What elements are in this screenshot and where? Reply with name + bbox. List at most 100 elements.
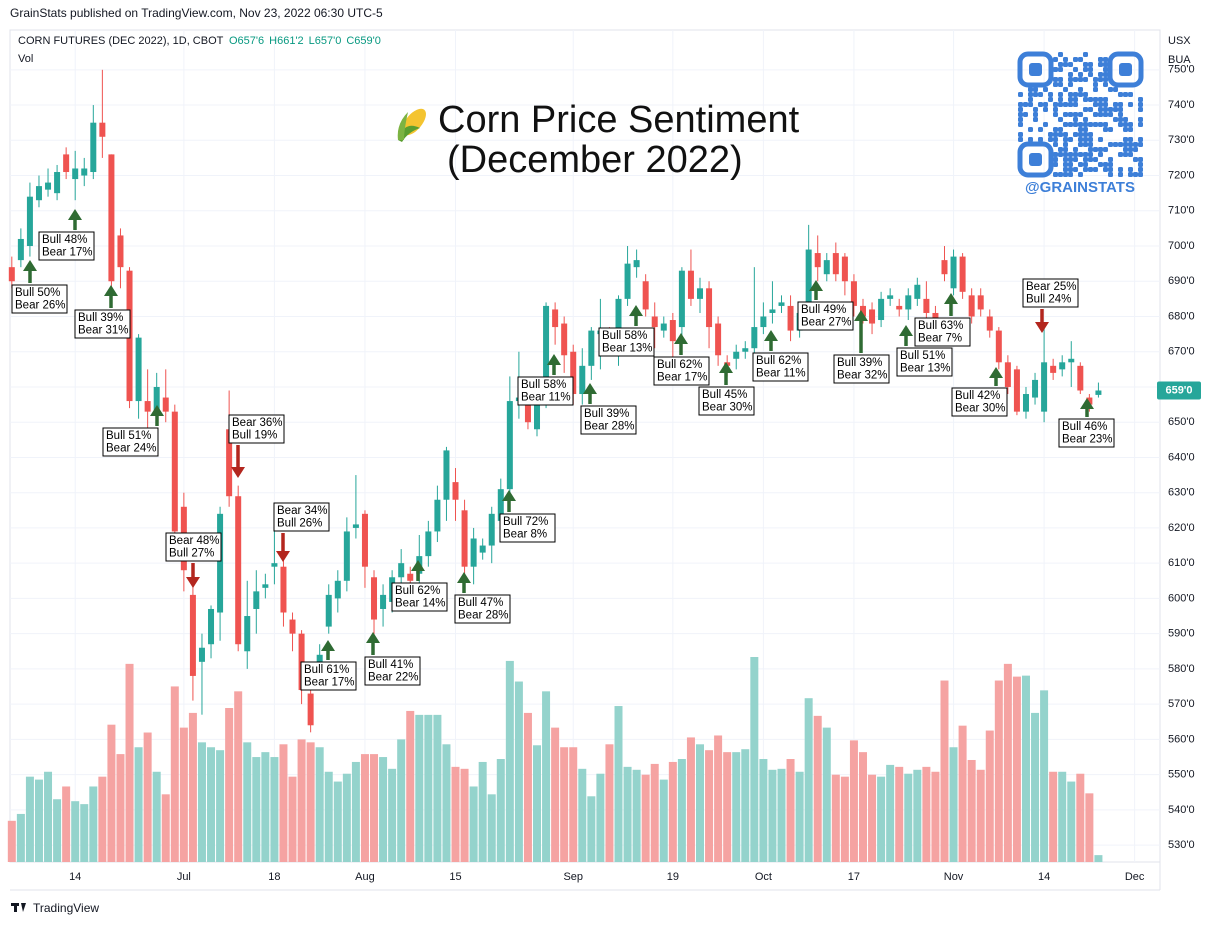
- qr-module: [1128, 92, 1133, 97]
- volume-bar: [234, 691, 243, 862]
- volume-bar: [333, 781, 342, 862]
- qr-module: [1018, 137, 1023, 142]
- qr-module: [1078, 142, 1083, 147]
- annotation-text: Bear 13%: [900, 363, 951, 375]
- candle-body: [552, 309, 559, 328]
- qr-module: [1053, 77, 1058, 82]
- candle-body: [262, 584, 269, 588]
- qr-module: [1123, 137, 1128, 142]
- qr-module: [1068, 62, 1073, 67]
- arrow-head: [989, 367, 1003, 378]
- logo-part: [21, 903, 26, 912]
- qr-module: [1088, 67, 1093, 72]
- ohlc-value: H661'2: [269, 35, 304, 47]
- candle-body: [90, 122, 97, 173]
- logo-part: [14, 903, 17, 912]
- qr-module: [1048, 132, 1053, 137]
- volume-bar: [551, 727, 560, 862]
- unit: BUA: [1168, 54, 1191, 66]
- qr-module: [1103, 107, 1108, 112]
- volume-bar: [1067, 781, 1076, 862]
- qr-module: [1083, 62, 1088, 67]
- qr-module: [1058, 92, 1063, 97]
- volume-bar: [822, 727, 831, 862]
- qr-module: [1113, 142, 1118, 147]
- chart-subtitle: (December 2022): [447, 139, 743, 181]
- ohlc-value: C659'0: [346, 35, 381, 47]
- qr-module: [1128, 137, 1133, 142]
- last-price-label: 659'0: [1165, 384, 1192, 396]
- candle-body: [371, 577, 378, 620]
- annotation-text: Bull 48%: [42, 234, 87, 246]
- qr-module: [1063, 152, 1068, 157]
- arrow-head: [23, 260, 37, 271]
- volume-bar: [840, 776, 849, 862]
- candle-body: [1068, 358, 1075, 363]
- qr-module: [1033, 112, 1038, 117]
- candle-body: [54, 172, 61, 194]
- qr-module: [1098, 122, 1103, 127]
- annotation-text: Bear 28%: [584, 421, 635, 433]
- candle-body: [153, 386, 160, 412]
- qr-module: [1118, 122, 1123, 127]
- candle-body: [534, 397, 541, 430]
- volume-bar: [614, 706, 623, 862]
- volume-bar: [324, 771, 333, 862]
- candle-body: [117, 235, 124, 268]
- candle-body: [99, 122, 106, 137]
- qr-module: [1133, 142, 1138, 147]
- qr-module: [1113, 117, 1118, 122]
- qr-module: [1093, 102, 1098, 107]
- qr-module: [1053, 142, 1058, 147]
- annotation-text: Bear 17%: [42, 247, 93, 259]
- qr-module: [1018, 132, 1023, 137]
- qr-module: [1088, 157, 1093, 162]
- volume-bar: [107, 724, 116, 862]
- candle-body: [1050, 365, 1057, 373]
- x-tick-label: Jul: [177, 871, 191, 883]
- candle-body: [941, 260, 948, 275]
- annotation-text: Bull 51%: [106, 430, 151, 442]
- volume-bar: [686, 737, 695, 862]
- annotation-text: Bear 8%: [503, 529, 547, 541]
- sentiment-annotation: Bull 48%Bear 17%: [38, 209, 95, 261]
- qr-module: [1038, 102, 1043, 107]
- candle-body: [923, 298, 930, 313]
- qr-module: [1068, 102, 1073, 107]
- annotation-box: [752, 352, 809, 382]
- qr-module: [1083, 127, 1088, 132]
- volume-bar: [696, 744, 704, 862]
- volume-bar: [958, 725, 967, 862]
- qr-module: [1053, 67, 1058, 72]
- annotation-box: [165, 532, 222, 562]
- qr-module: [1103, 67, 1108, 72]
- volume-bar: [1094, 855, 1103, 862]
- qr-module: [1103, 147, 1108, 152]
- annotation-box: [454, 594, 511, 624]
- volume-bar: [1031, 712, 1040, 862]
- candle-body: [45, 182, 52, 190]
- volume-bar: [487, 794, 496, 862]
- annotation-text: Bull 58%: [521, 379, 566, 391]
- qr-module: [1028, 137, 1033, 142]
- candle-body: [887, 295, 894, 299]
- qr-module: [1118, 152, 1123, 157]
- qr-module: [1098, 112, 1103, 117]
- candle-body: [488, 513, 495, 546]
- qr-module: [1093, 87, 1098, 92]
- qr-module: [1083, 52, 1088, 57]
- candle-body: [506, 401, 513, 490]
- volume-bar: [351, 761, 360, 862]
- annotation-text: Bear 24%: [106, 443, 157, 455]
- corn-leaf: [397, 112, 408, 140]
- qr-module: [1058, 62, 1063, 67]
- arrow-head: [899, 325, 913, 336]
- candle-body: [63, 154, 70, 173]
- volume-bar: [1012, 676, 1021, 862]
- qr-module: [1058, 147, 1063, 152]
- volume-bar: [98, 776, 107, 862]
- volume-bar: [985, 730, 994, 862]
- qr-module: [1068, 157, 1073, 162]
- qr-finder-core: [1119, 63, 1132, 76]
- annotation-text: Bear 31%: [78, 325, 129, 337]
